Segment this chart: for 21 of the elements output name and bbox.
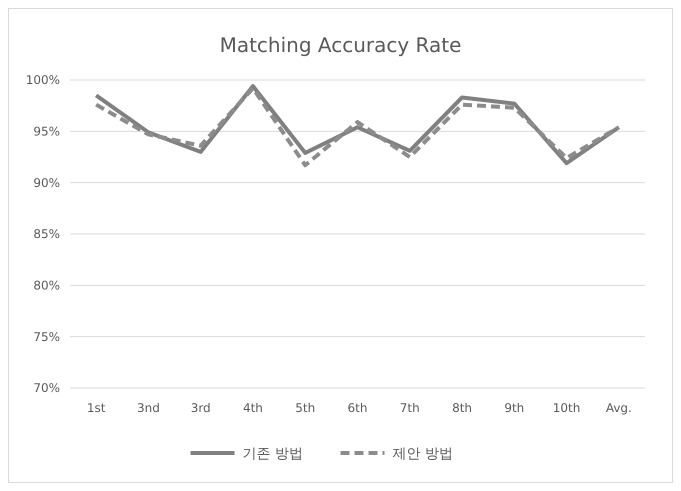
x-tick-label: 9th [504,401,524,415]
x-tick-label: 5th [295,401,316,415]
y-tick-label: 100% [26,73,60,88]
chart-title: Matching Accuracy Rate [220,33,462,57]
x-tick-label: 7th [400,401,420,415]
y-tick-label: 85% [33,227,60,242]
y-tick-label: 80% [33,278,60,293]
x-tick-label: Avg. [606,401,632,415]
x-tick-label: 4th [242,401,263,415]
legend-label: 기존 방법 [242,446,303,462]
y-tick-label: 75% [33,330,60,344]
x-tick-label: 1st [86,401,106,415]
x-tick-label: 8th [452,401,472,415]
y-tick-label: 90% [33,176,60,190]
legend-label: 제안 방법 [392,446,453,462]
x-tick-label: 3rd [190,401,211,415]
x-tick-label: 6th [348,401,368,415]
x-tick-label: 3nd [136,401,160,415]
x-tick-label: 10th [552,401,580,415]
y-tick-label: 70% [33,381,60,396]
y-tick-label: 95% [33,124,60,139]
